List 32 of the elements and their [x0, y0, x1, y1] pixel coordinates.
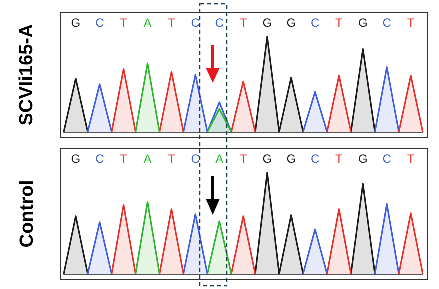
x-tick-label: C: [191, 152, 200, 166]
x-tick-label: G: [286, 152, 296, 166]
x-tick-label: C: [96, 16, 105, 30]
x-tick-label: G: [262, 16, 272, 30]
x-tick-label: T: [240, 16, 248, 30]
x-tick-label: C: [382, 152, 392, 166]
x-tick-label: T: [407, 152, 416, 166]
x-tick-label: G: [358, 152, 368, 166]
x-tick-label: C: [96, 152, 105, 166]
x-tick-label: G: [71, 152, 81, 166]
x-tick-label: T: [336, 16, 344, 30]
x-tick-label: T: [240, 152, 248, 166]
x-tick-label: G: [286, 16, 296, 30]
x-tick-label: A: [144, 152, 152, 166]
x-tick-label: G: [358, 16, 368, 30]
x-tick-label: A: [144, 16, 152, 30]
x-tick-label: T: [407, 16, 416, 30]
x-tick-label: T: [120, 152, 128, 166]
x-tick-label: T: [168, 152, 176, 166]
x-tick-label: T: [336, 152, 344, 166]
y-axis-title: Control: [17, 180, 39, 248]
x-tick-label: C: [215, 16, 224, 30]
x-tick-label: G: [71, 16, 81, 30]
x-tick-label: C: [310, 152, 320, 166]
y-axis-title: SCVIi165-A: [17, 24, 39, 126]
x-tick-label: C: [191, 16, 200, 30]
x-tick-label: A: [216, 152, 224, 166]
x-tick-label: T: [120, 16, 128, 30]
x-tick-label: C: [310, 16, 320, 30]
x-tick-label: T: [168, 16, 176, 30]
x-tick-label: G: [262, 152, 272, 166]
x-tick-label: C: [382, 16, 392, 30]
